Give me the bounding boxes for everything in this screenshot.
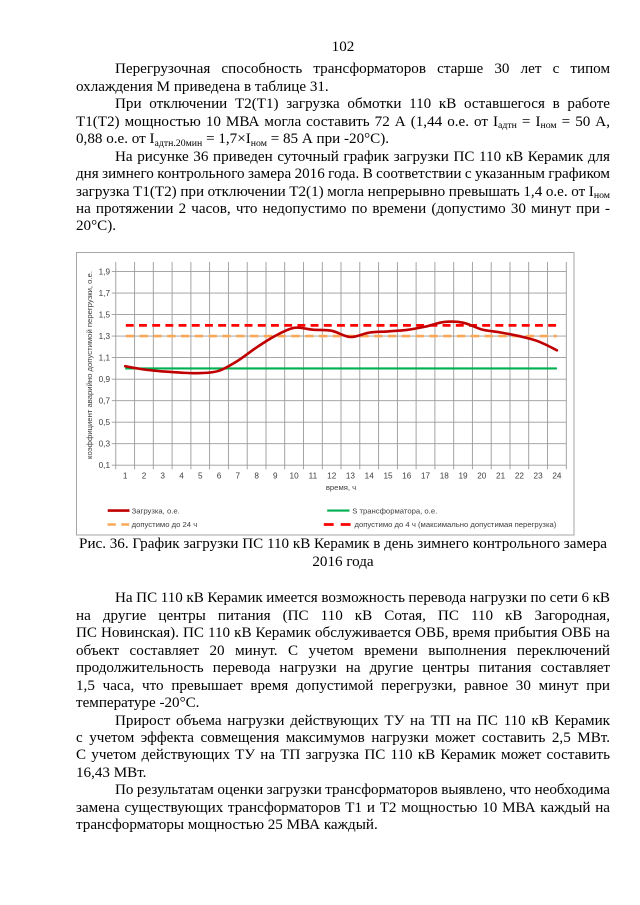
svg-text:15: 15 [383, 472, 393, 481]
svg-text:1,5: 1,5 [99, 310, 111, 319]
svg-text:0,9: 0,9 [99, 375, 111, 384]
svg-text:0,5: 0,5 [99, 418, 111, 427]
svg-text:17: 17 [421, 472, 431, 481]
svg-text:21: 21 [496, 472, 506, 481]
svg-text:допустимо до 4 ч (максимально: допустимо до 4 ч (максимально допустимая… [355, 520, 557, 529]
svg-text:1,9: 1,9 [99, 267, 111, 276]
svg-text:допустимо до 24 ч: допустимо до 24 ч [132, 520, 198, 529]
svg-text:19: 19 [458, 472, 468, 481]
svg-text:22: 22 [515, 472, 525, 481]
svg-text:1,3: 1,3 [99, 332, 111, 341]
svg-text:0,3: 0,3 [99, 440, 111, 449]
svg-text:5: 5 [198, 472, 203, 481]
svg-text:0,7: 0,7 [99, 397, 111, 406]
svg-text:2: 2 [142, 472, 147, 481]
svg-text:коэффициент аварийно допустимо: коэффициент аварийно допустимой перегруз… [85, 271, 94, 459]
svg-text:1: 1 [123, 472, 128, 481]
svg-text:8: 8 [254, 472, 259, 481]
svg-text:7: 7 [236, 472, 241, 481]
svg-text:0,1: 0,1 [99, 461, 111, 470]
svg-text:13: 13 [346, 472, 356, 481]
svg-text:20: 20 [477, 472, 487, 481]
svg-text:1,1: 1,1 [99, 353, 111, 362]
svg-text:время, ч: время, ч [326, 483, 356, 492]
svg-text:11: 11 [309, 472, 318, 481]
svg-text:16: 16 [402, 472, 412, 481]
svg-text:6: 6 [217, 472, 222, 481]
svg-text:10: 10 [290, 472, 300, 481]
svg-text:Загрузка, о.е.: Загрузка, о.е. [132, 506, 180, 515]
svg-text:18: 18 [440, 472, 450, 481]
svg-text:24: 24 [552, 472, 562, 481]
svg-text:4: 4 [179, 472, 184, 481]
svg-text:1,7: 1,7 [99, 289, 111, 298]
svg-text:9: 9 [273, 472, 278, 481]
svg-text:12: 12 [327, 472, 337, 481]
svg-text:3: 3 [160, 472, 165, 481]
svg-text:S трансформатора, о.е.: S трансформатора, о.е. [352, 506, 437, 515]
svg-text:14: 14 [365, 472, 375, 481]
svg-text:23: 23 [534, 472, 544, 481]
